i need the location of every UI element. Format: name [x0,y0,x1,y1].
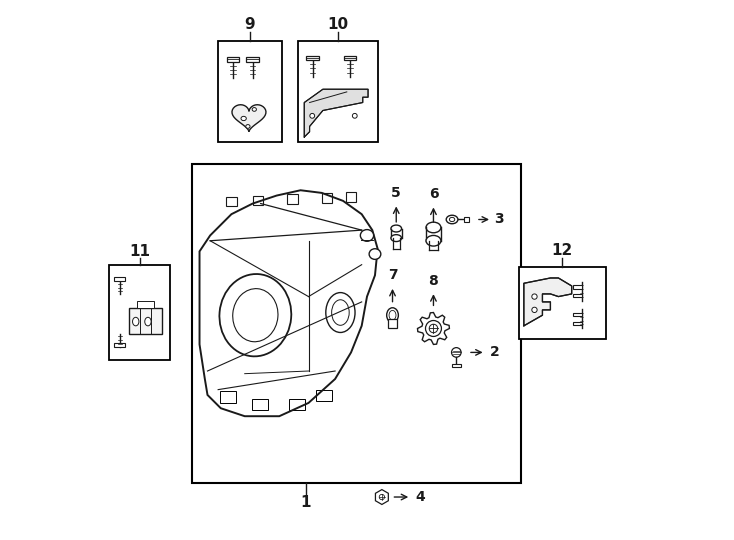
Bar [137,301,154,308]
Text: 7: 7 [388,268,397,282]
Bar [192,164,521,483]
Bar [226,197,237,206]
Ellipse shape [252,107,256,111]
Text: 4: 4 [415,490,425,504]
Bar [298,42,377,143]
Ellipse shape [451,348,461,357]
Bar [573,294,582,297]
Text: 9: 9 [244,17,255,32]
Ellipse shape [532,294,537,299]
Ellipse shape [391,225,401,232]
Ellipse shape [426,321,441,336]
Bar [346,192,357,202]
Ellipse shape [532,307,537,313]
Ellipse shape [145,318,151,326]
Bar [252,399,268,410]
Bar [289,399,305,410]
Bar [306,56,319,60]
Bar [220,391,236,403]
Bar [573,313,582,316]
Polygon shape [418,313,449,345]
Ellipse shape [391,235,401,241]
Text: 3: 3 [494,213,504,226]
Ellipse shape [133,318,139,326]
Polygon shape [305,89,368,137]
Bar [115,343,125,347]
Ellipse shape [360,230,374,241]
Ellipse shape [310,113,315,118]
Polygon shape [375,490,388,504]
Bar [227,57,239,62]
Ellipse shape [446,215,458,224]
Text: 1: 1 [301,495,311,510]
Text: 11: 11 [129,244,150,259]
Bar [247,57,259,62]
Bar [518,267,606,339]
Ellipse shape [352,113,357,118]
Polygon shape [232,105,266,132]
Bar [321,193,333,203]
Text: 2: 2 [490,346,499,360]
Bar [129,308,162,334]
Bar [464,217,469,222]
Ellipse shape [241,116,247,120]
Bar [218,42,282,143]
Ellipse shape [246,125,250,129]
Text: 6: 6 [429,187,438,201]
Bar [287,194,298,204]
Bar [573,286,582,288]
Bar [109,265,170,360]
Bar [316,390,332,401]
Bar [573,322,582,325]
Bar [451,364,461,367]
Bar [115,277,125,281]
Text: 5: 5 [391,186,401,200]
Polygon shape [524,278,572,326]
Bar [252,195,264,205]
Text: 12: 12 [552,243,573,258]
Ellipse shape [426,235,441,246]
Ellipse shape [387,308,399,322]
Ellipse shape [426,222,441,233]
Ellipse shape [369,249,381,259]
Bar [344,56,357,60]
Text: 8: 8 [429,274,438,288]
Text: 10: 10 [327,17,349,32]
Bar [388,319,397,328]
